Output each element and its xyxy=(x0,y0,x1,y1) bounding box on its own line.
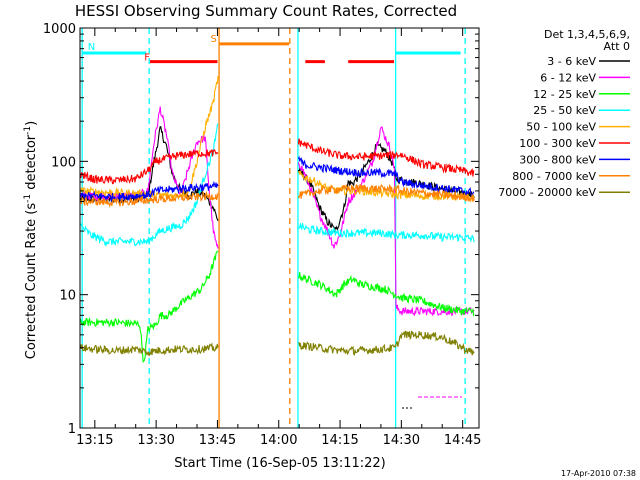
legend: Det 1,3,4,5,6,9,Att 0 3 - 6 keV 6 - 12 keV… xyxy=(498,28,630,199)
y-axis-label-mid: detector xyxy=(24,134,39,194)
vertical-markers xyxy=(81,28,466,428)
series-group xyxy=(79,75,475,364)
legend-label-5: 100 - 300 keV xyxy=(519,137,596,150)
series-8-line-0 xyxy=(79,342,219,357)
x-tick-label-14:45: 14:45 xyxy=(444,433,481,448)
y-tick-label-1000: 1000 xyxy=(43,22,76,37)
series-1 xyxy=(79,106,475,317)
state-bars: N S F xyxy=(81,34,461,64)
state-bar-label-N: N xyxy=(88,42,95,53)
y-axis-label: Corrected Count Rate (s-1 detector-1) xyxy=(23,121,39,359)
legend-label-6: 300 - 800 keV xyxy=(519,153,596,166)
legend-label-3: 25 - 50 keV xyxy=(533,104,596,117)
x-axis-label: Start Time (16-Sep-05 13:11:22) xyxy=(174,456,385,471)
series-3 xyxy=(80,123,475,247)
series-3-line-0 xyxy=(80,123,219,247)
series-2-line-0 xyxy=(79,250,219,364)
y-tick-label-1: 1 xyxy=(68,422,76,437)
legend-label-2: 12 - 25 keV xyxy=(533,88,596,101)
series-7-line-0 xyxy=(79,190,219,209)
series-0-line-1 xyxy=(297,140,475,233)
series-5-line-1 xyxy=(297,138,475,177)
plot-area: N S F 1 10 100 1000 13:15 13:30 13:45 14:00 14:15 14… xyxy=(43,22,481,448)
y-axis-label-sup2: -1 xyxy=(23,126,33,135)
x-tick-label-14:00: 14:00 xyxy=(260,433,297,448)
y-axis-label-end: ) xyxy=(24,121,39,126)
legend-label-8: 7000 - 20000 keV xyxy=(498,186,596,199)
y-axis-label-sup1: -1 xyxy=(23,194,33,203)
y-ticks: 1 10 100 1000 xyxy=(43,22,479,437)
x-tick-label-14:15: 14:15 xyxy=(321,433,358,448)
series-5-line-0 xyxy=(79,148,219,185)
axes-frame xyxy=(79,27,480,429)
series-3-line-1 xyxy=(297,223,475,243)
series-7-line-1 xyxy=(297,183,475,203)
y-tick-label-10: 10 xyxy=(59,289,76,304)
state-bar-label-F: F xyxy=(144,53,150,64)
x-ticks: 13:15 13:30 13:45 14:00 14:15 14:30 14:45 xyxy=(76,28,481,448)
series-8 xyxy=(79,330,475,357)
y-axis-label-main: Corrected Count Rate (s xyxy=(24,203,39,360)
series-5 xyxy=(79,138,475,185)
series-2-line-1 xyxy=(297,272,475,317)
x-tick-label-13:45: 13:45 xyxy=(199,433,236,448)
series-4-line-1 xyxy=(298,170,475,202)
legend-label-0: 3 - 6 keV xyxy=(547,55,596,68)
state-bar-label-S: S xyxy=(210,34,216,45)
series-2 xyxy=(79,250,475,364)
x-tick-label-13:15: 13:15 xyxy=(76,433,113,448)
legend-label-1: 6 - 12 keV xyxy=(540,71,596,84)
series-0 xyxy=(79,125,475,233)
x-tick-label-13:30: 13:30 xyxy=(137,433,174,448)
x-tick-label-14:30: 14:30 xyxy=(383,433,420,448)
legend-label-4: 50 - 100 keV xyxy=(526,121,596,134)
series-6-line-0 xyxy=(79,180,219,202)
series-8-line-1 xyxy=(298,330,475,356)
series-7 xyxy=(79,183,475,209)
legend-header-attenuator: Att 0 xyxy=(604,40,630,53)
legend-label-7: 800 - 7000 keV xyxy=(512,170,596,183)
chart-title: HESSI Observing Summary Count Rates, Cor… xyxy=(75,2,457,20)
y-tick-label-100: 100 xyxy=(51,155,76,170)
footer-date: 17-Apr-2010 07:38 xyxy=(561,469,636,478)
legend-header-detectors: Det 1,3,4,5,6,9, xyxy=(544,28,630,41)
